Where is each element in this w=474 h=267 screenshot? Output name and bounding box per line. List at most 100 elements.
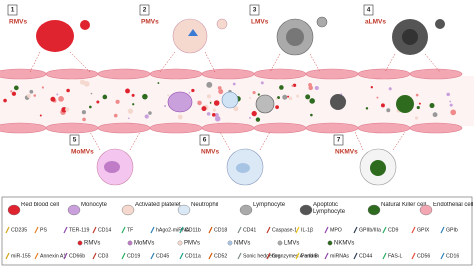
panel-label: MoMVs — [71, 149, 94, 156]
marker-icon — [382, 252, 387, 260]
vesicle — [89, 105, 92, 109]
vesicle — [33, 94, 37, 97]
mv-label: PMVs — [184, 241, 200, 247]
marker-icon — [179, 252, 184, 260]
vesicle — [305, 94, 311, 100]
vesicle — [309, 98, 315, 104]
vesicle — [81, 110, 86, 115]
marker-label: CD56 — [417, 253, 430, 259]
marker-label: TER-119 — [69, 227, 89, 233]
marker-label: CD66b — [69, 253, 85, 259]
marker-icon — [150, 252, 155, 260]
mv-icon — [227, 240, 233, 246]
vesicle — [310, 113, 313, 117]
vesicle — [380, 103, 385, 108]
panel-number-box — [139, 4, 150, 16]
top-cells — [29, 16, 445, 73]
cell-label: Activated platelet — [135, 202, 181, 208]
marker-icon — [121, 252, 126, 260]
vesicle — [214, 115, 221, 122]
vesicle — [83, 81, 90, 87]
cell-icon — [239, 204, 253, 216]
marker-icon — [63, 252, 68, 260]
cell-label: Red blood cell — [21, 202, 60, 208]
marker-label: CD41 — [243, 227, 256, 233]
vesicle — [429, 102, 435, 109]
vesicle — [127, 117, 130, 120]
cell-label: Monocyte — [81, 202, 108, 208]
marker-label: TF — [127, 227, 133, 233]
marker-icon — [150, 226, 155, 234]
vesicle — [177, 114, 183, 120]
marker-icon — [440, 226, 445, 234]
vesicle — [39, 114, 42, 117]
cell-icon — [177, 204, 191, 216]
vesicle — [148, 111, 152, 115]
vesicle — [206, 112, 211, 116]
vesicle — [388, 87, 392, 91]
marker-label: CD18 — [214, 227, 227, 233]
vesicle — [142, 93, 148, 100]
panel-label: aLMVs — [365, 19, 386, 26]
vesicle — [29, 89, 34, 94]
vesicle — [58, 95, 64, 102]
vesicle — [125, 88, 130, 94]
vesicle — [213, 100, 220, 106]
marker-icon — [353, 226, 358, 234]
vesicle — [376, 96, 379, 99]
panel-number: 5 — [73, 137, 77, 144]
marker-icon — [92, 226, 97, 234]
vesicle — [414, 116, 419, 120]
marker-icon — [121, 226, 126, 234]
vesicle — [416, 105, 420, 110]
marker-icon — [411, 226, 416, 234]
vesicle — [11, 91, 17, 96]
vesicle — [287, 95, 290, 98]
marker-icon — [266, 226, 271, 234]
marker-icon — [179, 226, 184, 234]
cell-label-box: Activated platelet — [135, 202, 181, 208]
panel-number: 6 — [203, 137, 207, 144]
mv-icon — [327, 240, 333, 246]
vesicle — [209, 102, 212, 104]
mv-icon — [277, 240, 283, 246]
vesicle — [188, 91, 191, 94]
vesicle — [144, 114, 149, 119]
vesicle — [252, 91, 256, 95]
vesicle — [96, 100, 100, 104]
marker-label: FAS-L — [388, 253, 403, 259]
vesicle — [66, 88, 70, 93]
vesicle — [197, 100, 202, 106]
vesicle — [82, 117, 86, 122]
marker-label: MPO — [330, 227, 342, 233]
panel-number-box — [363, 4, 374, 16]
vesicle — [260, 81, 264, 85]
marker-icon — [92, 252, 97, 260]
vesicle — [3, 98, 7, 103]
vesicle — [249, 116, 252, 119]
marker-icon — [324, 226, 329, 234]
marker-icon — [34, 226, 39, 234]
marker-label: CD19 — [127, 253, 140, 259]
cell-label: Apoptotic Lymphocyte — [313, 202, 346, 215]
marker-icon — [295, 252, 300, 260]
vesicle — [257, 93, 260, 96]
mv-icon — [77, 240, 83, 246]
vesicle — [50, 96, 56, 102]
marker-icon — [34, 252, 39, 260]
cell-label: Natural Killer cell — [381, 202, 427, 208]
marker-label: CD44 — [359, 253, 372, 259]
vesicle — [233, 106, 239, 112]
marker-icon — [324, 252, 329, 260]
marker-label: Annexin A1 — [40, 253, 66, 259]
cell-label-box: Endothelial cell — [433, 202, 473, 208]
panel-number: 7 — [337, 137, 341, 144]
cell-label: Lymphocyte — [253, 202, 286, 208]
vesicle — [415, 93, 419, 97]
marker-label: CD235 — [11, 227, 27, 233]
cell-label-box: Natural Killer cell — [381, 202, 427, 208]
marker-label: CD11b — [185, 227, 201, 233]
panel-number: 3 — [253, 7, 257, 14]
cell-icon — [419, 204, 433, 216]
